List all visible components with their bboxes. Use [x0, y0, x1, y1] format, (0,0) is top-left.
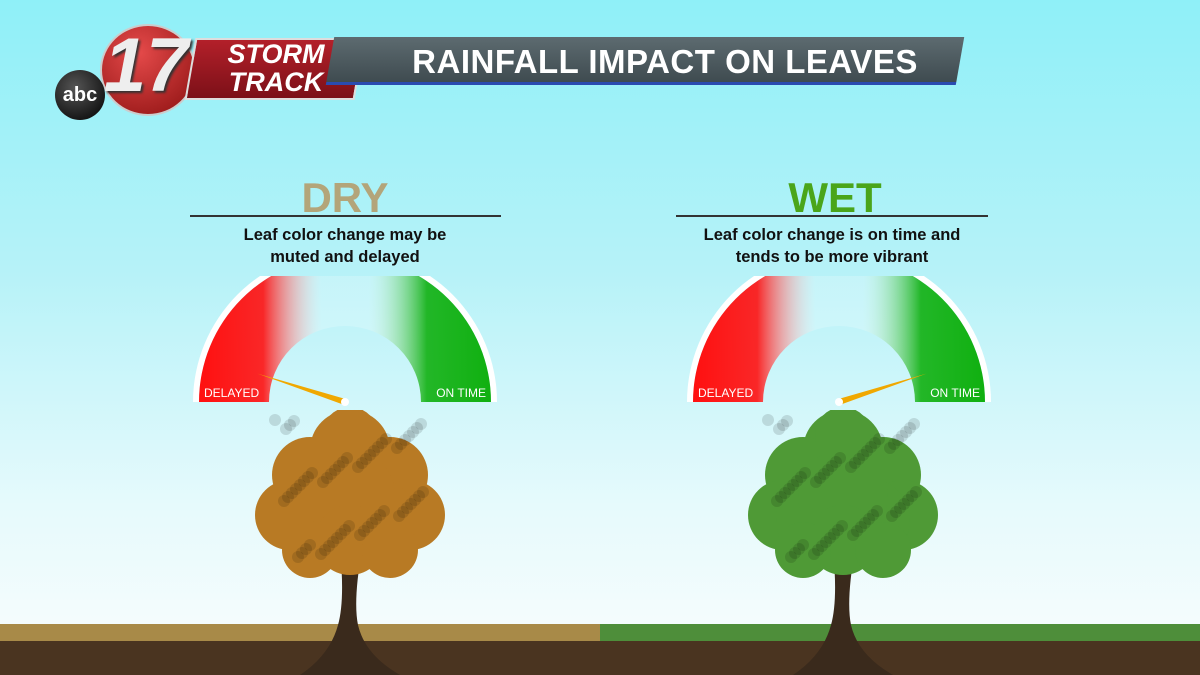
ground [0, 641, 1200, 675]
dry-grass [0, 624, 600, 643]
tree-foliage [748, 410, 938, 578]
dry-gauge: DELAYED ON TIME [193, 276, 497, 406]
gauge-arc [693, 276, 985, 402]
gauge-needle [838, 373, 927, 405]
dry-title: DRY [301, 174, 389, 221]
gauge-arc [199, 276, 491, 402]
gauge-pivot [341, 398, 349, 406]
gauge-left-label: DELAYED [698, 386, 753, 400]
gauge-needle [257, 373, 346, 405]
tree-trunk [793, 550, 893, 675]
wet-grass [600, 624, 1200, 643]
dry-divider [190, 215, 501, 217]
gauge-right-label: ON TIME [930, 386, 980, 400]
wet-description: Leaf color change is on time and tends t… [703, 226, 961, 266]
wet-divider [676, 215, 988, 217]
channel-17-logo [100, 24, 196, 116]
wet-gauge: DELAYED ON TIME [687, 276, 991, 406]
gauge-pivot [835, 398, 843, 406]
page-title: RAINFALL IMPACT ON LEAVES [412, 43, 918, 80]
storm-track-text: STORM TRACK [227, 39, 325, 97]
wet-title: WET [788, 174, 882, 221]
tree-trunk [300, 550, 400, 675]
dry-tree [255, 410, 445, 675]
tree-foliage [255, 410, 445, 578]
channel-number: 17 [103, 23, 189, 108]
gauge-right-label: ON TIME [436, 386, 486, 400]
gauge-left-label: DELAYED [204, 386, 259, 400]
abc-logo: abc [55, 70, 105, 120]
wet-tree [748, 410, 938, 675]
dry-description: Leaf color change may be muted and delay… [243, 226, 447, 266]
